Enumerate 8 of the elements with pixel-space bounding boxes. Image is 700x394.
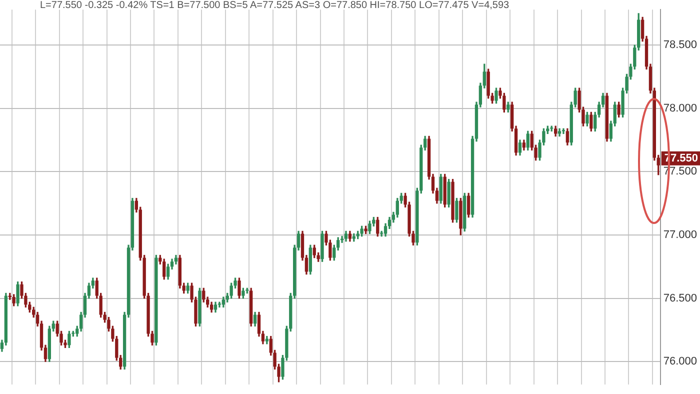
- y-tick-label: 77.000: [663, 229, 698, 242]
- y-tick-label: 76.500: [663, 292, 698, 304]
- y-tick-label: 78.000: [663, 102, 698, 114]
- y-tick-label: 78.500: [663, 39, 698, 52]
- text: 77.550: [664, 152, 698, 164]
- y-tick-label: 76.000: [663, 356, 698, 368]
- annotation: L=77.550 -0.325 -0.42% TS=1 B=77.500 BS=5 A=77.525 AS=3 O=77.850 HI=78.750 LO=77.475 V=4,593: [40, 0, 510, 11]
- candlestick: [562, 128, 566, 134]
